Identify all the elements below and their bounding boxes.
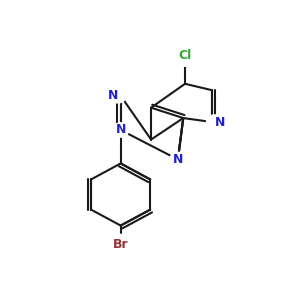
Text: N: N [108,89,118,102]
Circle shape [206,115,223,129]
Circle shape [170,152,186,167]
Text: Cl: Cl [178,50,192,62]
Circle shape [112,123,129,137]
Circle shape [110,88,126,103]
Circle shape [173,46,197,66]
Text: N: N [173,153,183,166]
Text: N: N [214,116,225,128]
Text: N: N [116,124,126,136]
Text: Br: Br [113,238,128,251]
Circle shape [109,234,132,255]
